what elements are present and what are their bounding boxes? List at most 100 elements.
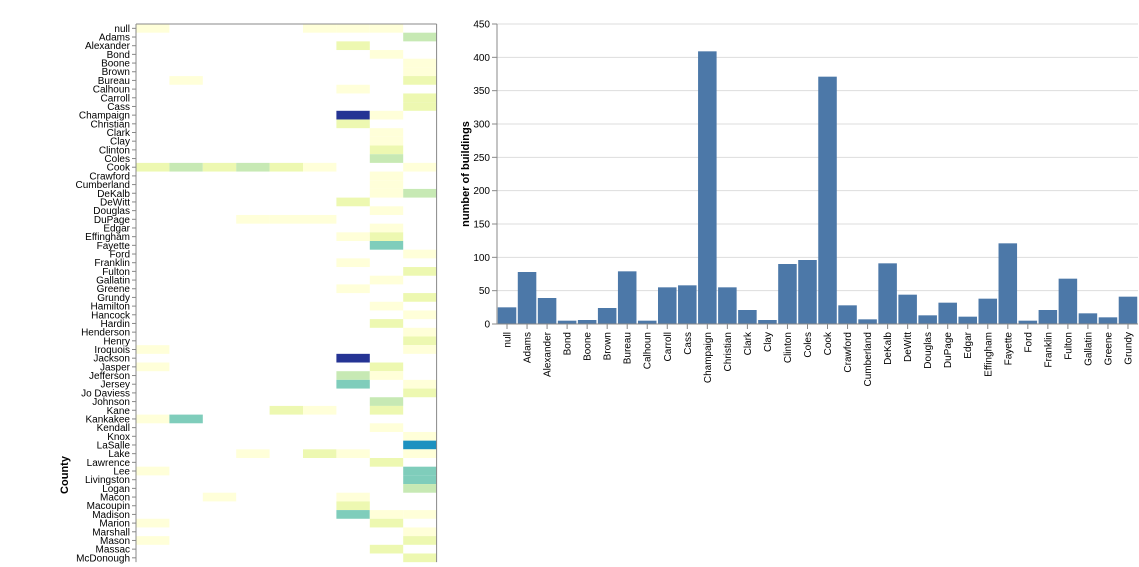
heatmap-row-label-coles: Coles (104, 154, 130, 165)
heatmap-row-label-bureau: Bureau (98, 76, 130, 87)
heatmap-cell-madison-6 (336, 510, 370, 519)
bar-douglas (918, 315, 937, 324)
bar-x-tick-label-adams: Adams (523, 332, 534, 363)
heatmap-cell-champaign-7 (369, 110, 404, 120)
bar-y-tick-label-250: 250 (473, 153, 490, 164)
bar-dupage (938, 302, 957, 324)
bar-grundy (1118, 296, 1138, 324)
heatmap-row-label-cumberland: Cumberland (76, 180, 130, 191)
bar-fulton (1058, 278, 1078, 324)
bar-crawford (838, 305, 857, 324)
heatmap-cell-jasper-7 (369, 362, 404, 372)
bar-x-tick-label-alexander: Alexander (543, 331, 554, 377)
bar-bureau (617, 271, 637, 324)
heatmap-row-label-boone: Boone (101, 59, 130, 70)
heatmap-cell-knox-8 (403, 431, 437, 441)
heatmap-cell-kane-4 (269, 405, 303, 415)
heatmap-cell-greene-6 (336, 284, 370, 294)
heatmap-cell-calhoun-6 (336, 84, 370, 94)
heatmap-cell-iroquois-8 (403, 345, 437, 354)
heatmap-row-label-dekalb: DeKalb (97, 189, 130, 200)
bar-brown (597, 308, 617, 324)
bar-carroll (658, 287, 677, 324)
heatmap-row-label-lawrence: Lawrence (87, 458, 131, 469)
bar-christian (718, 287, 737, 324)
heatmap-row-label-clay: Clay (110, 137, 130, 148)
heatmap-row-label-kane: Kane (107, 406, 131, 417)
bar-calhoun (637, 320, 657, 324)
bar-marks (497, 51, 1138, 325)
bar-x-tick-label-dewitt: DeWitt (903, 332, 914, 362)
bar-x-tick-label-bureau: Bureau (623, 332, 634, 364)
heatmap-row-label-lee: Lee (113, 467, 130, 478)
heatmap-row-label-henry: Henry (103, 336, 130, 347)
heatmap-cell-henry-8 (403, 336, 437, 346)
heatmap-cell-lasalle-8 (403, 440, 437, 450)
heatmap-row-label-jackson: Jackson (93, 354, 130, 365)
heatmap-row-label-cass: Cass (107, 102, 130, 113)
heatmap-cell-christian-6 (336, 119, 370, 129)
heatmap-row-label-calhoun: Calhoun (93, 85, 130, 96)
bar-alexander (537, 298, 557, 324)
heatmap-cell-fayette-7 (369, 241, 404, 250)
heatmap-cell-cumberland-7 (369, 180, 404, 189)
heatmap-cell-kane-5 (303, 405, 337, 415)
heatmap-row-label-macoupin: Macoupin (87, 501, 130, 512)
bar-greene (1098, 317, 1118, 324)
heatmap-cell-dupage-4 (269, 214, 303, 224)
heatmap-row-label-jersey: Jersey (101, 380, 130, 391)
heatmap-row-label-jefferson: Jefferson (89, 371, 130, 382)
heatmap-row-label-massac: Massac (96, 545, 130, 556)
heatmap-cell-adams-8 (403, 32, 437, 42)
bar-y-tick-label-400: 400 (473, 53, 490, 64)
heatmap-cell-massac-7 (369, 544, 404, 554)
bar-x-tick-label-edgar: Edgar (963, 331, 974, 358)
bar-x-tick-label-greene: Greene (1103, 332, 1114, 366)
heatmap-row-label-knox: Knox (107, 432, 130, 443)
heatmap-row-label-crawford: Crawford (89, 171, 130, 182)
heatmap-cell-null-7 (369, 24, 404, 33)
heatmap-row-label-gallatin: Gallatin (96, 276, 130, 287)
heatmap-row-label-fulton: Fulton (102, 267, 130, 278)
heatmap-row-label-franklin: Franklin (94, 258, 130, 269)
bar-x-tick-label-clark: Clark (743, 331, 754, 355)
heatmap-cell-null-0 (136, 24, 170, 33)
heatmap-row-label-henderson: Henderson (81, 328, 130, 339)
heatmap-cell-johnson-7 (369, 397, 404, 406)
bar-cass (678, 285, 697, 324)
bar-champaign (698, 51, 717, 324)
heatmap-cell-kendall-7 (369, 423, 404, 432)
bar-bond (557, 320, 577, 324)
heatmap-row-label-jasper: Jasper (100, 362, 131, 373)
heatmap-cell-jefferson-7 (369, 371, 404, 380)
heatmap-cell-cook-1 (169, 162, 203, 172)
bar-x-tick-label-fulton: Fulton (1063, 332, 1074, 360)
heatmap-row-label-macon: Macon (100, 493, 130, 504)
bar-gridlines (497, 23, 1138, 325)
heatmap-cell-lee-0 (136, 466, 170, 476)
county-heatmap: nullAdamsAlexanderBondBooneBrownBureauCa… (59, 23, 438, 564)
bar-clark (738, 310, 757, 324)
heatmap-cell-mason-8 (403, 536, 437, 545)
heatmap-cell-logan-8 (403, 484, 437, 493)
bar-cumberland (858, 319, 877, 324)
heatmap-cell-iroquois-0 (136, 345, 170, 354)
heatmap-cell-gallatin-7 (369, 275, 404, 285)
bar-coles (798, 260, 817, 324)
bar-y-tick-label-200: 200 (473, 186, 490, 197)
heatmap-cell-marion-0 (136, 518, 170, 528)
heatmap-cell-henderson-8 (403, 327, 437, 337)
bar-x-tick-label-null: null (503, 332, 514, 348)
heatmap-row-label-null: null (114, 24, 130, 35)
bar-y-tick-label-300: 300 (473, 120, 490, 131)
bar-x-tick-label-bond: Bond (563, 332, 574, 355)
bar-x-tick-label-coles: Coles (803, 332, 814, 358)
bar-y-tick-label-0: 0 (484, 320, 490, 331)
bar-x-tick-label-boone: Boone (583, 332, 594, 361)
buildings-bar-chart: 0 50 100 150 200 250 300 350 400 450 null Adams Ale… (460, 20, 1138, 386)
bar-clay (758, 320, 777, 324)
bar-x-tick-label-fayette: Fayette (1003, 332, 1014, 366)
heatmap-cell-macon-6 (336, 492, 370, 502)
bar-x-tick-label-douglas: Douglas (923, 332, 934, 369)
